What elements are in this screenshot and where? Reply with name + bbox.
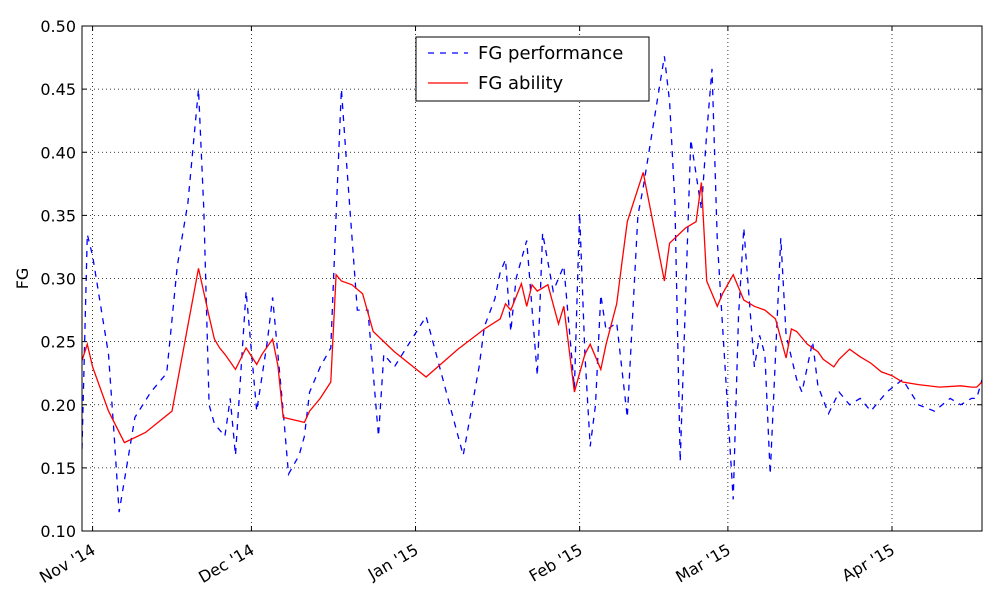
legend-box: [415, 36, 650, 102]
x-tick-label: Nov '14: [36, 540, 98, 587]
x-tick-label: Apr '15: [839, 540, 898, 585]
y-tick-label: 0.45: [40, 80, 76, 99]
x-axis-ticks: Nov '14 Dec '14 Jan '15 Feb '15 Mar '15 Apr '…: [36, 26, 898, 587]
series-layer: [82, 56, 982, 513]
y-tick-label: 0.25: [40, 333, 76, 352]
y-tick-label: 0.35: [40, 206, 76, 225]
y-tick-label: 0.10: [40, 522, 76, 541]
grid-lines: [82, 25, 982, 532]
y-tick-label: 0.15: [40, 459, 76, 478]
series-line-fg-ability: [82, 172, 982, 444]
x-tick-label: Jan '15: [364, 540, 422, 584]
legend-label-fg-performance: FG performance: [478, 43, 623, 64]
y-tick-label: 0.30: [40, 270, 76, 289]
legend: FG performance FG ability: [415, 36, 650, 102]
x-tick-label: Dec '14: [195, 540, 257, 587]
y-axis-ticks: 0.10 0.15 0.20 0.25 0.30 0.35 0.40 0.45 0.50: [40, 17, 982, 541]
x-tick-label: Mar '15: [672, 540, 733, 586]
y-axis-label: FG: [13, 268, 32, 290]
legend-label-fg-ability: FG ability: [478, 73, 564, 94]
y-tick-label: 0.50: [40, 17, 76, 36]
y-tick-label: 0.40: [40, 143, 76, 162]
x-tick-label: Feb '15: [526, 540, 586, 586]
y-tick-label: 0.20: [40, 396, 76, 415]
series-line-fg-performance: [82, 56, 982, 513]
